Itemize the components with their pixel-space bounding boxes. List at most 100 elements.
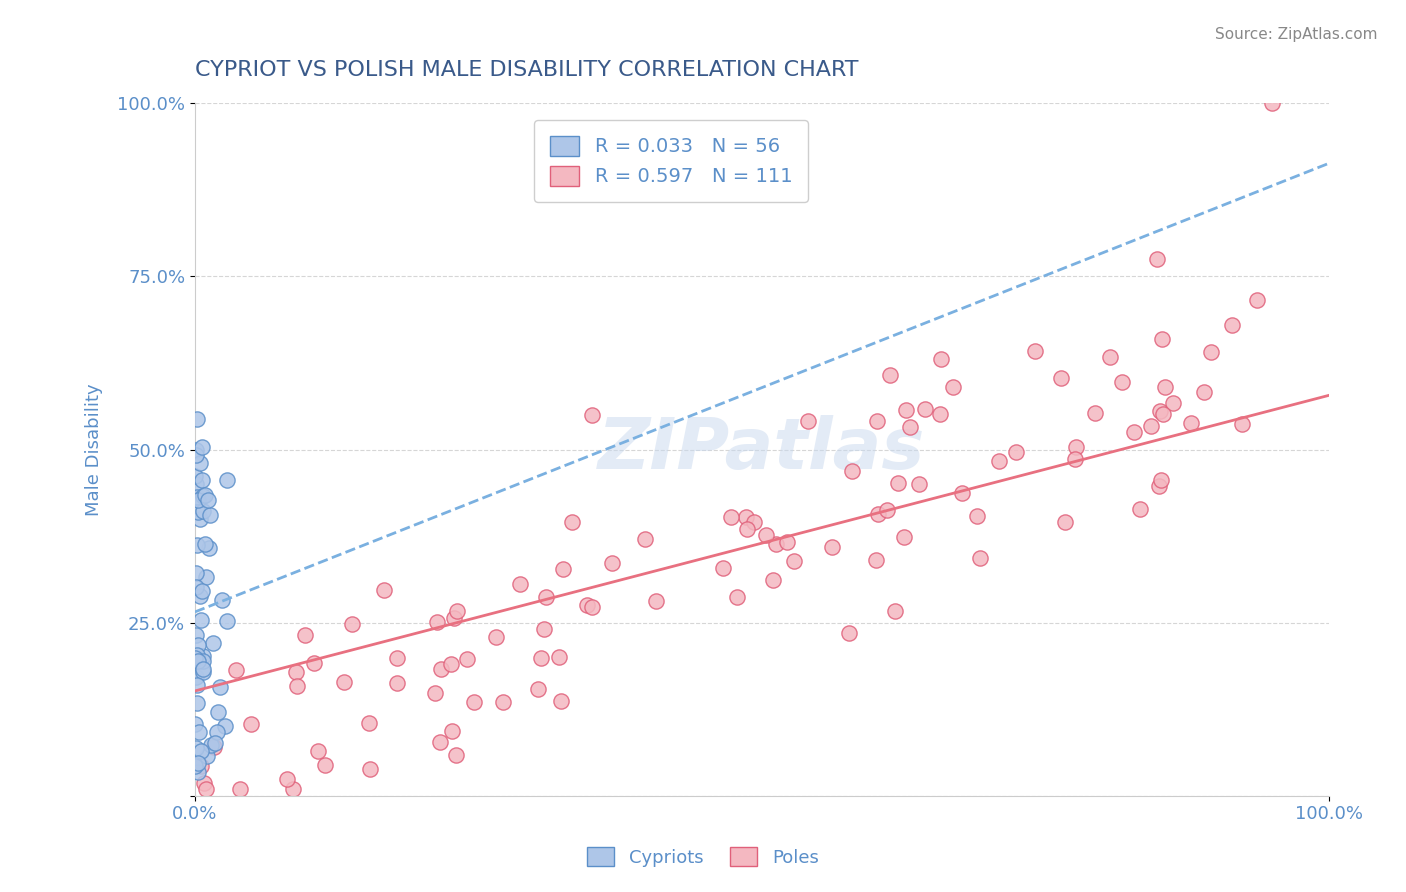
Point (193, 503, 215, 517)
Point (188, 725, 211, 739)
Point (821, 541, 844, 555)
Point (1150, 473, 1173, 487)
Point (1098, 350, 1121, 364)
Point (187, 765, 209, 780)
Point (485, 630, 508, 644)
Point (1050, 371, 1073, 385)
Point (283, 781, 305, 796)
Point (314, 758, 336, 772)
Point (333, 675, 356, 690)
Point (865, 553, 887, 567)
Point (186, 678, 208, 692)
Point (187, 638, 209, 652)
Point (215, 614, 238, 628)
Point (841, 465, 863, 479)
Point (385, 676, 408, 690)
Point (446, 748, 468, 763)
Point (200, 738, 222, 752)
Point (190, 613, 212, 627)
Point (929, 352, 952, 367)
Point (190, 744, 212, 758)
Point (276, 772, 298, 787)
Point (211, 592, 233, 607)
Point (796, 414, 818, 428)
Point (533, 622, 555, 636)
Point (1129, 502, 1152, 516)
Point (765, 537, 787, 551)
Point (1139, 418, 1161, 433)
Point (193, 649, 215, 664)
Point (1111, 375, 1133, 389)
Point (187, 654, 209, 668)
Point (838, 626, 860, 640)
Point (527, 682, 550, 697)
Point (191, 440, 214, 454)
Point (193, 665, 215, 680)
Point (426, 615, 449, 630)
Point (190, 456, 212, 470)
Point (581, 600, 603, 615)
Point (1122, 425, 1144, 439)
Point (988, 454, 1011, 468)
Point (186, 741, 208, 756)
Point (534, 591, 557, 605)
Point (359, 716, 381, 731)
Point (876, 503, 898, 517)
Text: CYPRIOT VS POLISH MALE DISABILITY CORRELATION CHART: CYPRIOT VS POLISH MALE DISABILITY CORREL… (195, 60, 859, 79)
Point (193, 489, 215, 503)
Point (898, 420, 921, 434)
Point (194, 781, 217, 796)
Point (1230, 417, 1253, 432)
Point (1246, 293, 1268, 308)
Point (193, 776, 215, 790)
Point (551, 562, 574, 576)
Point (762, 573, 785, 587)
Point (886, 475, 908, 490)
Point (307, 744, 329, 758)
Point (1261, 96, 1284, 111)
Point (456, 652, 478, 666)
Point (184, 717, 207, 731)
Point (205, 724, 228, 739)
Point (186, 490, 208, 504)
Point (782, 553, 804, 567)
Point (186, 412, 208, 426)
Point (755, 528, 778, 542)
Point (373, 583, 395, 598)
Point (1152, 407, 1174, 421)
Point (190, 759, 212, 773)
Point (644, 594, 666, 608)
Point (184, 650, 207, 665)
Point (187, 756, 209, 771)
Point (429, 735, 451, 749)
Point (186, 696, 208, 710)
Point (928, 407, 950, 421)
Point (734, 510, 756, 524)
Point (198, 508, 221, 523)
Point (193, 662, 215, 676)
Point (1149, 404, 1171, 418)
Point (195, 749, 218, 764)
Point (184, 449, 207, 463)
Point (720, 510, 742, 524)
Point (884, 604, 907, 618)
Point (385, 650, 408, 665)
Point (550, 694, 572, 708)
Point (446, 604, 468, 618)
Point (202, 636, 225, 650)
Point (1064, 451, 1087, 466)
Point (1150, 332, 1173, 346)
Point (581, 408, 603, 422)
Point (304, 657, 326, 671)
Point (725, 590, 748, 604)
Point (285, 679, 308, 693)
Point (194, 537, 217, 551)
Point (1154, 379, 1177, 393)
Point (1084, 406, 1107, 420)
Point (359, 762, 381, 776)
Point (1053, 515, 1076, 529)
Point (735, 523, 758, 537)
Point (225, 663, 247, 677)
Point (229, 781, 252, 796)
Point (952, 485, 974, 500)
